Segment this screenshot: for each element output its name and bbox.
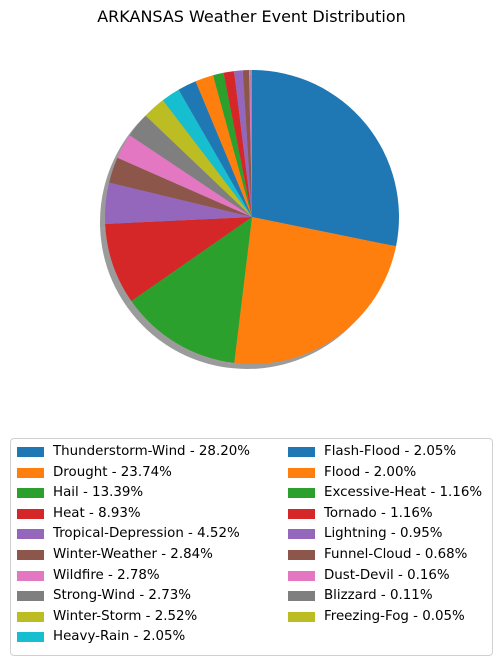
legend-label: Strong-Wind - 2.73% [53,588,191,604]
legend-label: Tornado - 1.16% [324,505,433,521]
legend-swatch [17,467,44,478]
legend-label: Excessive-Heat - 1.16% [324,485,483,501]
pie-slice-funnel-cloud [242,70,252,218]
chart-title: ARKANSAS Weather Event Distribution [97,7,406,26]
legend-swatch [288,591,315,602]
legend-swatch [288,549,315,560]
legend-swatch [17,611,44,622]
pie-slice-tropical-depression [105,182,252,224]
legend-swatch [288,611,315,622]
legend-label: Winter-Storm - 2.52% [53,608,198,624]
pie-slice-dust-devil [249,70,252,218]
pie-slice-lightning [234,70,252,218]
legend-label: Thunderstorm-Wind - 28.20% [53,444,250,459]
legend-label: Heavy-Rain - 2.05% [53,629,186,645]
legend-swatch [17,447,44,457]
pie-slice-blizzard [250,70,252,217]
legend-label: Funnel-Cloud - 0.68% [324,546,468,562]
pie-slice-hail [131,217,252,363]
legend-label: Heat - 8.93% [53,505,141,521]
legend-swatch [288,447,315,457]
legend-label: Flash-Flood - 2.05% [324,444,457,459]
legend-swatch [17,529,44,540]
pie-slice-wildfire [117,135,253,217]
legend-label: Wildfire - 2.78% [53,567,160,583]
legend-swatch [288,467,315,478]
legend-swatch [17,570,44,581]
legend-swatch [17,488,44,499]
legend-label: Drought - 23.74% [53,464,172,480]
legend-swatch [17,508,44,519]
legend-label: Hail - 13.39% [53,485,144,501]
pie-slice-excessive-heat [213,72,252,218]
legend-swatch [17,591,44,602]
pie-chart [100,70,399,370]
legend: Thunderstorm-Wind - 28.20% Drought - 23.7… [10,438,493,656]
legend-label: Flood - 2.00% [324,464,417,480]
legend-label: Tropical-Depression - 4.52% [53,526,240,542]
pie-slice-strong-wind [129,115,252,217]
pie-slice-heavy-rain [162,89,252,217]
legend-label: Freezing-Fog - 0.05% [324,608,465,624]
legend-swatch [288,529,315,540]
pie-slice-thunderstorm-wind [252,70,399,247]
pie-slice-flash-flood [178,81,252,217]
pie-slice-tornado [223,71,252,218]
pie-slice-winter-weather [109,157,252,217]
pie-slice-heat [105,217,252,302]
legend-label: Lightning - 0.95% [324,526,443,542]
pie-slice-winter-storm [145,100,252,217]
legend-swatch [288,508,315,519]
legend-label: Dust-Devil - 0.16% [324,567,450,583]
legend-swatch [288,488,315,499]
pie-slices [105,70,399,364]
legend-label: Blizzard - 0.11% [324,588,433,604]
legend-swatch [17,549,44,560]
legend-swatch [288,570,315,581]
pie-slice-flood [195,75,252,217]
legend-label: Winter-Weather - 2.84% [53,546,213,562]
legend-swatch [17,632,44,643]
pie-slice-drought [234,217,397,364]
